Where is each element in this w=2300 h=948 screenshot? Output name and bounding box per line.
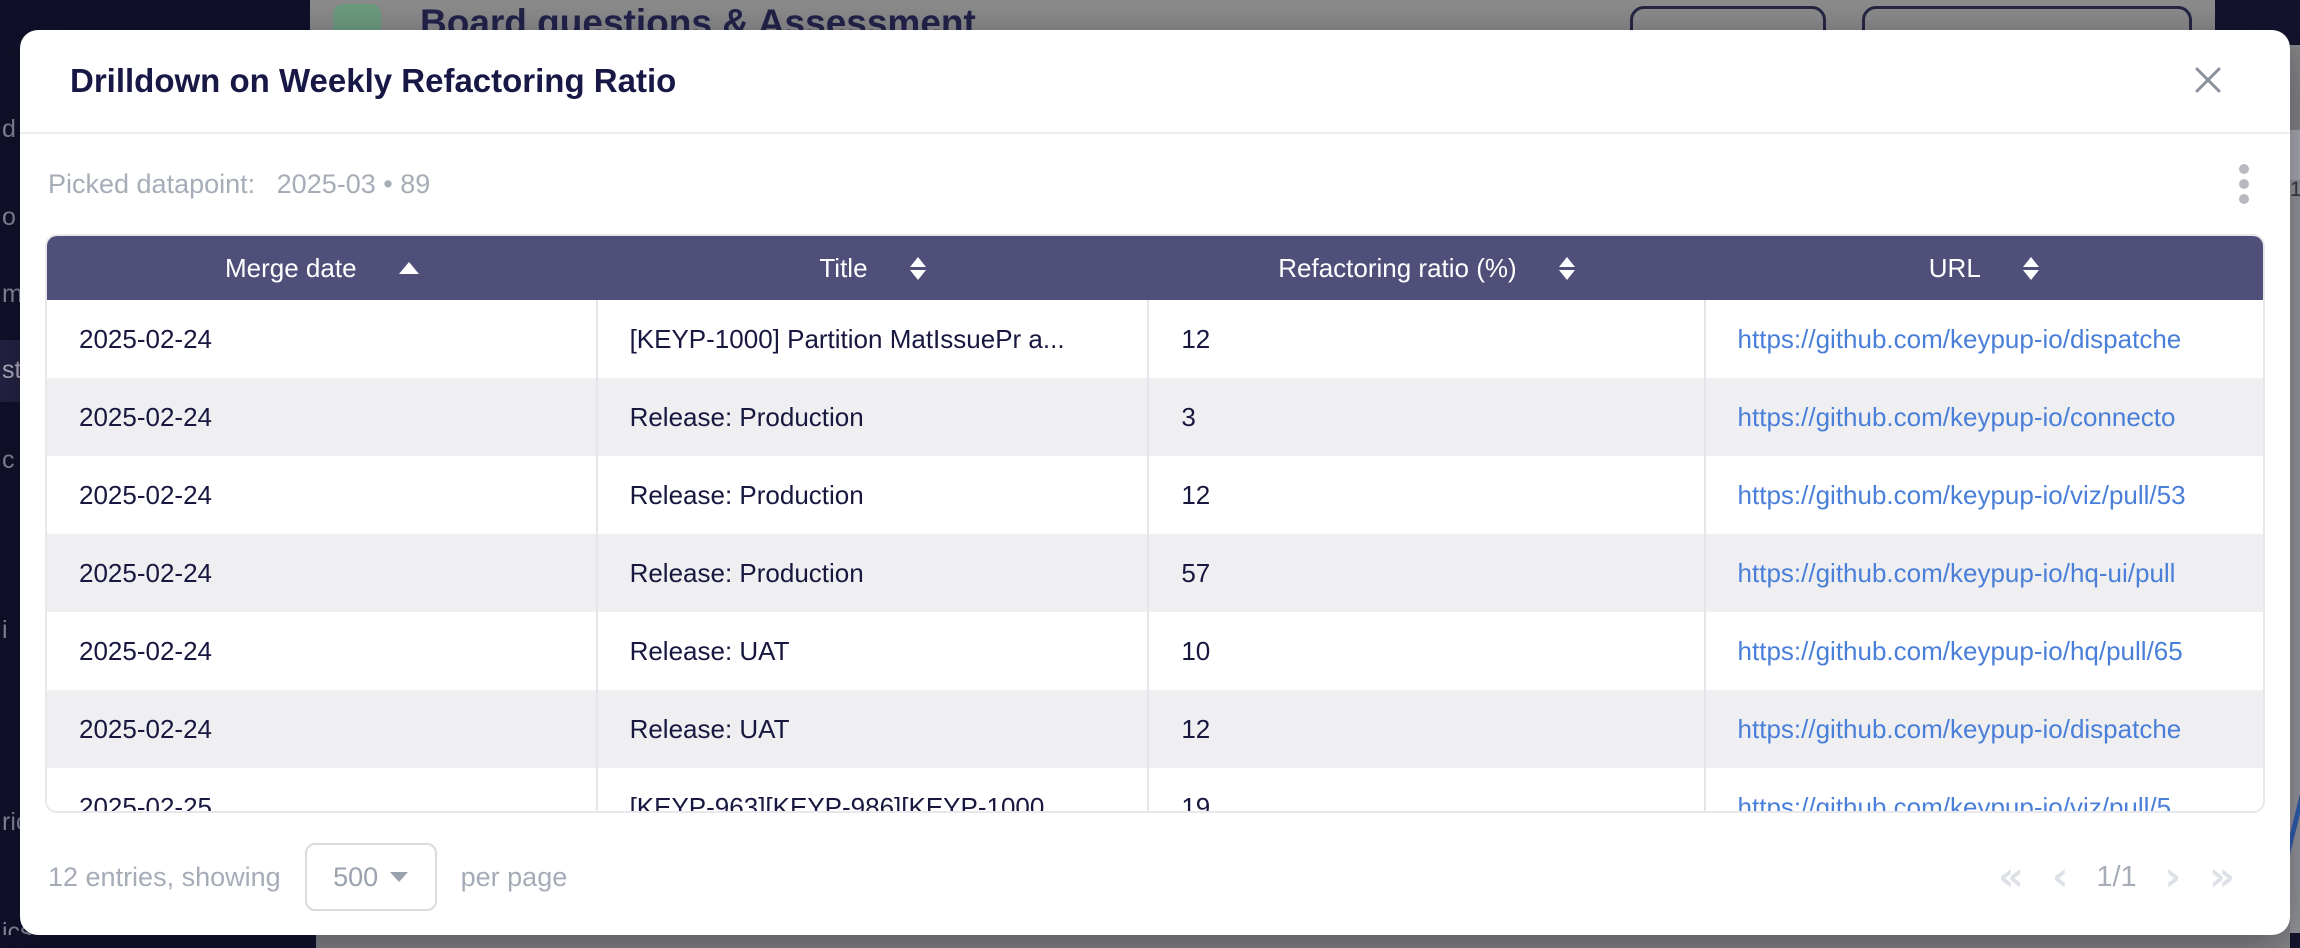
table-row: 2025-02-24 [KEYP-1000] Partition MatIssu… xyxy=(47,300,2263,378)
drilldown-table: Merge date Title Refac xyxy=(47,236,2263,813)
modal-body: Picked datapoint: 2025-03 • 89 Merge dat… xyxy=(20,134,2290,935)
last-page-button[interactable]: » xyxy=(2209,854,2235,900)
table-footer: 12 entries, showing 500 per page « ‹ 1/1… xyxy=(45,835,2265,919)
cell-title: Release: UAT xyxy=(595,612,1149,690)
table-header-row: Merge date Title Refac xyxy=(47,236,2263,300)
cell-merge-date: 2025-02-24 xyxy=(47,378,597,456)
cell-url: https://github.com/keypup-io/hq-ui/pull xyxy=(1703,534,2263,612)
pull-request-link[interactable]: https://github.com/keypup-io/hq/pull/65 xyxy=(1737,635,2183,666)
drilldown-modal: Drilldown on Weekly Refactoring Ratio Pi… xyxy=(20,30,2290,935)
picked-datapoint-label: Picked datapoint: xyxy=(48,168,256,199)
cell-ratio: 57 xyxy=(1147,534,1705,612)
cell-merge-date: 2025-02-24 xyxy=(47,690,597,768)
table-row: 2025-02-24 Release: Production 12 https:… xyxy=(47,456,2263,534)
modal-header: Drilldown on Weekly Refactoring Ratio xyxy=(20,30,2290,134)
cell-ratio: 12 xyxy=(1147,456,1705,534)
column-header-url[interactable]: URL xyxy=(1704,236,2263,300)
table-body: 2025-02-24 [KEYP-1000] Partition MatIssu… xyxy=(47,300,2263,813)
column-header-refactoring-ratio[interactable]: Refactoring ratio (%) xyxy=(1148,236,1705,300)
cell-title: Release: Production xyxy=(595,534,1149,612)
table-row: 2025-02-24 Release: UAT 12 https://githu… xyxy=(47,690,2263,768)
entries-count-text: 12 entries, showing xyxy=(48,861,281,892)
pull-request-link[interactable]: https://github.com/keypup-io/connecto xyxy=(1737,401,2176,432)
cell-title: Release: UAT xyxy=(595,690,1149,768)
cell-title: Release: Production xyxy=(595,456,1149,534)
cell-merge-date: 2025-02-24 xyxy=(47,534,597,612)
cell-ratio: 19 xyxy=(1147,768,1705,811)
cell-ratio: 12 xyxy=(1147,300,1705,378)
cell-ratio: 12 xyxy=(1147,690,1705,768)
cell-url: https://github.com/keypup-io/connecto xyxy=(1703,378,2263,456)
previous-page-button[interactable]: ‹ xyxy=(2051,854,2069,900)
table-row: 2025-02-25 [KEYP-963][KEYP-986][KEYP-100… xyxy=(47,768,2263,813)
entries-summary: 12 entries, showing 500 per page xyxy=(48,843,567,911)
sidebar-text-fragment: i xyxy=(2,616,8,644)
chevron-down-icon xyxy=(390,872,409,882)
page-size-select[interactable]: 500 xyxy=(304,843,437,911)
cell-title: [KEYP-1000] Partition MatIssuePr a... xyxy=(595,300,1149,378)
sidebar-text-fragment: d xyxy=(2,115,16,143)
kebab-icon xyxy=(2239,164,2249,204)
next-page-button[interactable]: › xyxy=(2164,854,2182,900)
pull-request-link[interactable]: https://github.com/keypup-io/viz/pull/53 xyxy=(1737,479,2186,510)
sidebar-text-fragment: m xyxy=(2,280,23,308)
background-right-dark xyxy=(2290,0,2300,45)
drilldown-table-container: Merge date Title Refac xyxy=(45,234,2265,813)
cell-merge-date: 2025-02-25 xyxy=(47,768,597,811)
sort-icon xyxy=(909,256,926,280)
cell-url: https://github.com/keypup-io/viz/pull/53 xyxy=(1703,456,2263,534)
cell-url: https://github.com/keypup-io/hq/pull/65 xyxy=(1703,612,2263,690)
cell-merge-date: 2025-02-24 xyxy=(47,300,597,378)
cell-ratio: 10 xyxy=(1147,612,1705,690)
column-header-merge-date[interactable]: Merge date xyxy=(47,236,597,300)
background-chart-line-fragment xyxy=(2290,780,2300,872)
per-page-text: per page xyxy=(460,861,568,892)
background-right-edge: 1, xyxy=(2290,0,2300,948)
background-edge-text-fragment: 1, xyxy=(2290,178,2300,201)
pull-request-link[interactable]: https://github.com/keypup-io/dispatche xyxy=(1737,323,2182,354)
cell-title: [KEYP-963][KEYP-986][KEYP-1000 xyxy=(595,768,1149,811)
page-size-value: 500 xyxy=(333,861,379,892)
table-row: 2025-02-24 Release: Production 57 https:… xyxy=(47,534,2263,612)
cell-url: https://github.com/keypup-io/dispatche xyxy=(1703,690,2263,768)
page-indicator: 1/1 xyxy=(2096,860,2137,893)
cell-merge-date: 2025-02-24 xyxy=(47,456,597,534)
pull-request-link[interactable]: https://github.com/keypup-io/dispatche xyxy=(1737,713,2182,744)
close-button[interactable] xyxy=(2184,57,2232,105)
pull-request-link[interactable]: https://github.com/keypup-io/hq-ui/pull xyxy=(1737,557,2176,588)
sort-icon xyxy=(1558,256,1575,280)
cell-url: https://github.com/keypup-io/viz/pull/5 xyxy=(1703,768,2263,813)
pull-request-link[interactable]: https://github.com/keypup-io/viz/pull/5 xyxy=(1737,791,2172,813)
sidebar-text-fragment: o xyxy=(2,203,16,231)
sort-ascending-icon xyxy=(398,262,419,274)
picked-datapoint: Picked datapoint: 2025-03 • 89 xyxy=(48,169,430,200)
sidebar-text-fragment: c xyxy=(2,446,15,474)
column-header-title[interactable]: Title xyxy=(596,236,1149,300)
table-row: 2025-02-24 Release: UAT 10 https://githu… xyxy=(47,612,2263,690)
sidebar-text-fragment: st xyxy=(2,356,22,384)
table-options-button[interactable] xyxy=(2235,160,2253,208)
picked-datapoint-value: 2025-03 • 89 xyxy=(276,168,431,199)
cell-url: https://github.com/keypup-io/dispatche xyxy=(1703,300,2263,378)
cell-title: Release: Production xyxy=(595,378,1149,456)
picked-datapoint-row: Picked datapoint: 2025-03 • 89 xyxy=(45,160,2265,208)
sort-icon xyxy=(2022,256,2039,280)
background-bottom-edge xyxy=(0,935,2300,948)
first-page-button[interactable]: « xyxy=(1998,854,2024,900)
pagination: « ‹ 1/1 › » xyxy=(1998,857,2235,897)
close-icon xyxy=(2190,62,2226,101)
cell-merge-date: 2025-02-24 xyxy=(47,612,597,690)
modal-title: Drilldown on Weekly Refactoring Ratio xyxy=(70,62,677,99)
table-row: 2025-02-24 Release: Production 3 https:/… xyxy=(47,378,2263,456)
cell-ratio: 3 xyxy=(1147,378,1705,456)
